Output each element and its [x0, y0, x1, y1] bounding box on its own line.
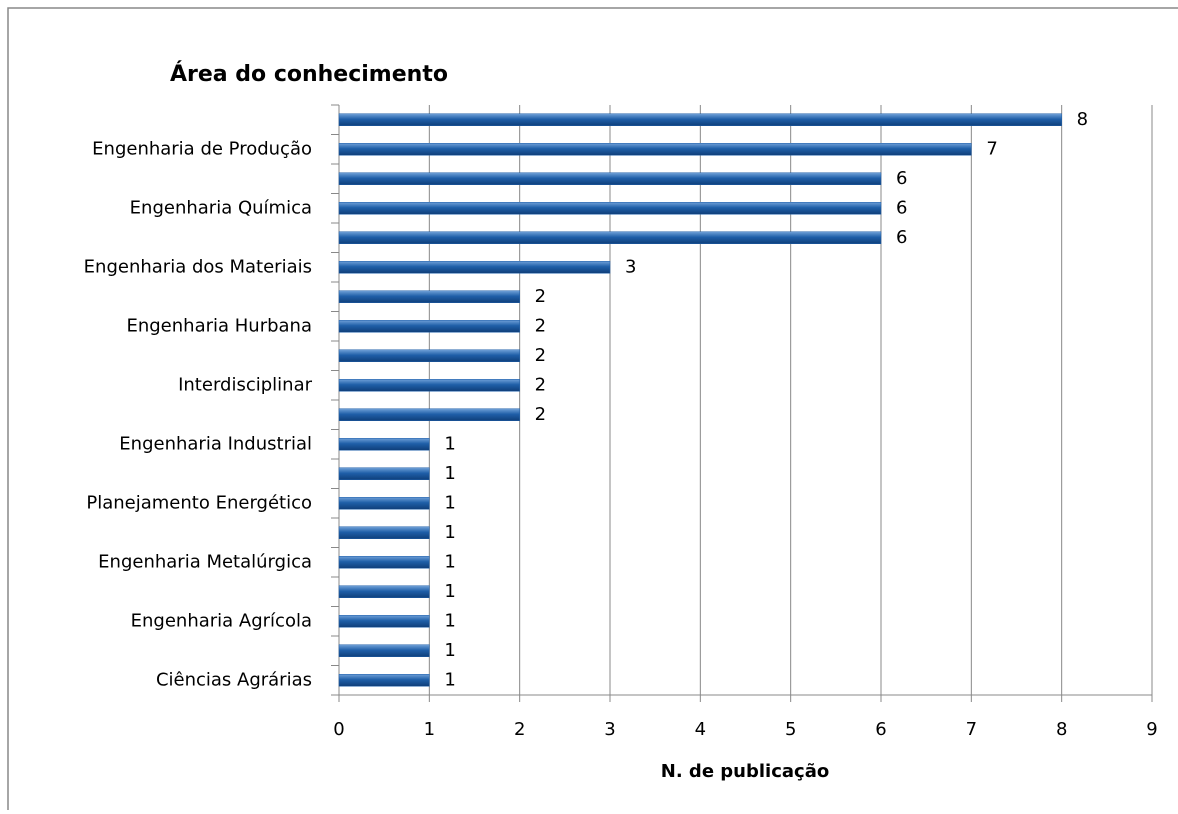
x-tick-label: 1	[424, 719, 435, 740]
data-label: 1	[444, 669, 455, 690]
bar	[338, 202, 882, 215]
bar	[338, 349, 520, 362]
x-tick-label: 4	[695, 719, 706, 740]
y-tick-label: Engenharia Metalúrgica	[98, 551, 312, 572]
x-tick-label: 2	[514, 719, 525, 740]
data-label: 1	[444, 640, 455, 661]
x-tick-label: 5	[785, 719, 796, 740]
bar	[338, 261, 611, 274]
data-label: 1	[444, 433, 455, 454]
y-tick-label: Interdisciplinar	[178, 374, 313, 395]
data-label: 2	[535, 404, 546, 425]
bar	[338, 113, 1062, 126]
x-tick-label: 0	[333, 719, 344, 740]
bar	[338, 526, 430, 539]
bar	[338, 143, 972, 156]
bar	[338, 379, 520, 392]
data-label: 8	[1077, 109, 1088, 130]
bar	[338, 408, 520, 421]
bar	[338, 585, 430, 598]
x-tick-label: 3	[604, 719, 615, 740]
x-tick-label: 8	[1056, 719, 1067, 740]
y-tick-label: Engenharia dos Materiais	[84, 256, 312, 277]
y-tick-label: Engenharia Hurbana	[126, 315, 312, 336]
bar	[338, 556, 430, 569]
bar	[338, 231, 882, 244]
y-tick-label: Engenharia Química	[130, 197, 312, 218]
bar	[338, 674, 430, 687]
data-label: 7	[986, 138, 997, 159]
bar	[338, 644, 430, 657]
chart-title: Área do conhecimento	[170, 61, 448, 87]
data-label: 1	[444, 492, 455, 513]
data-label: 6	[896, 168, 907, 189]
data-label: 3	[625, 256, 636, 277]
x-tick-label: 7	[966, 719, 977, 740]
y-tick-label: Planejamento Energético	[86, 492, 312, 513]
x-axis-label: N. de publicação	[661, 761, 829, 782]
bar	[338, 290, 520, 303]
y-tick-label: Engenharia Industrial	[119, 433, 312, 454]
frame	[7, 7, 1178, 814]
x-tick-label: 9	[1146, 719, 1157, 740]
data-label: 2	[535, 345, 546, 366]
y-tick-label: Engenharia de Produção	[92, 138, 312, 159]
bar	[338, 172, 882, 185]
data-label: 1	[444, 581, 455, 602]
bar	[338, 615, 430, 628]
y-tick-label: Engenharia Agrícola	[131, 610, 312, 631]
bar	[338, 467, 430, 480]
data-label: 1	[444, 463, 455, 484]
data-label: 2	[535, 315, 546, 336]
data-label: 2	[535, 374, 546, 395]
bar	[338, 320, 520, 333]
bar	[338, 497, 430, 510]
data-label: 2	[535, 286, 546, 307]
data-label: 6	[896, 197, 907, 218]
data-label: 1	[444, 610, 455, 631]
data-label: 1	[444, 551, 455, 572]
data-label: 1	[444, 522, 455, 543]
y-tick-label: Ciências Agrárias	[156, 669, 312, 690]
x-tick-label: 6	[875, 719, 886, 740]
bar	[338, 438, 430, 451]
data-label: 6	[896, 227, 907, 248]
